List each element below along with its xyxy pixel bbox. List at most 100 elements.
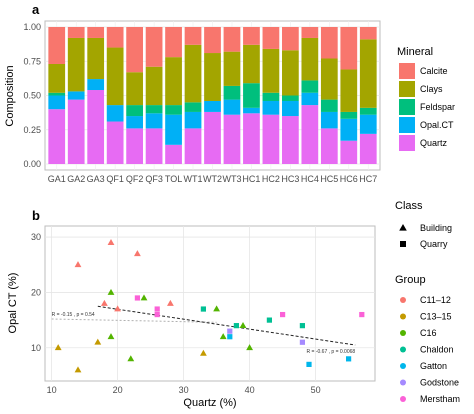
bar-segment-feldspar	[262, 92, 280, 101]
panel-b-x-tick-label: 10	[47, 385, 57, 395]
scatter-point-building	[134, 250, 141, 257]
scatter-point-building	[107, 333, 115, 340]
panel-a-x-tick-label: WT1	[184, 174, 203, 184]
panel-b-fit-lines	[51, 305, 356, 346]
panel-b-x-tick-label: 30	[179, 385, 189, 395]
group-legend-label: Merstham	[420, 394, 460, 404]
bar-segment-calcite	[282, 27, 299, 51]
mineral-legend-swatch	[399, 117, 415, 133]
bar-segment-feldspar	[282, 95, 299, 101]
scatter-point-building	[246, 344, 253, 351]
bar-segment-clays	[87, 37, 105, 80]
scatter-point-building	[101, 299, 108, 306]
scatter-point-building	[239, 322, 247, 329]
bar-segment-quartz	[282, 116, 299, 164]
bar-segment-clays	[165, 57, 182, 106]
class-legend: Class Building Quarry	[395, 200, 452, 249]
scatter-point-quarry	[266, 317, 272, 323]
bar-segment-clays	[320, 58, 338, 100]
bar-segment-opalct	[301, 92, 319, 106]
panel-b-annotations: R = -0.15 , p = 0.54 R = -0.67 , p = 0.00…	[52, 312, 356, 355]
bar-segment-opalct	[184, 111, 202, 129]
scatter-point-building	[213, 305, 220, 312]
panel-b-y-tick-label: 10	[31, 343, 41, 353]
bar-segment-quartz	[106, 121, 124, 164]
group-legend-dot	[400, 297, 406, 303]
class-legend-triangle	[399, 224, 407, 231]
bar-segment-quartz	[262, 114, 280, 164]
mineral-legend: Mineral Calcite Clays Feldspar Opal.CT Quartz	[397, 46, 455, 151]
panel-a-x-tick-label: HC4	[301, 174, 319, 184]
scatter-point-building	[200, 349, 207, 356]
bar-segment-opalct	[165, 114, 182, 145]
bar-segment-quartz	[48, 109, 66, 164]
scatter-point-quarry	[227, 328, 233, 334]
bar-segment-quartz	[165, 144, 182, 164]
scatter-point-quarry	[154, 306, 160, 312]
mineral-legend-swatch	[399, 99, 415, 115]
scatter-point-quarry	[299, 323, 305, 329]
bar-segment-clays	[282, 50, 299, 96]
bar-segment-opalct	[48, 95, 66, 110]
bar-segment-quartz	[67, 99, 85, 164]
scatter-point-building	[54, 344, 62, 351]
panel-b-y-tick-label: 30	[31, 232, 41, 242]
scatter-point-quarry	[299, 339, 305, 345]
panel-a-bars	[48, 27, 377, 164]
scatter-point-building	[107, 239, 115, 246]
bar-segment-clays	[145, 66, 163, 106]
scatter-point-quarry	[134, 295, 140, 301]
group-legend-label: C16	[420, 328, 437, 338]
panel-b-x-tick-label: 50	[311, 385, 321, 395]
bar-segment-calcite	[204, 27, 221, 54]
scatter-point-building	[219, 333, 227, 340]
fit-line	[97, 305, 356, 346]
scatter-point-quarry	[233, 323, 239, 329]
bar-segment-opalct	[320, 111, 338, 129]
mineral-legend-swatch	[399, 81, 415, 97]
bar-segment-opalct	[204, 100, 221, 112]
bar-segment-feldspar	[223, 85, 241, 100]
panel-b-gridlines	[45, 226, 375, 381]
scatter-point-quarry	[227, 334, 233, 340]
panel-a-x-tick-label: HC7	[359, 174, 377, 184]
scatter-point-building	[94, 338, 102, 345]
group-legend-label: Chaldon	[420, 345, 454, 355]
group-legend-dot	[400, 396, 406, 402]
mineral-legend-swatch	[399, 135, 415, 151]
panel-b-x-ticks: 10 20 30 40 50	[47, 385, 321, 395]
panel-b-plot-area	[44, 225, 376, 382]
bar-segment-quartz	[87, 90, 105, 164]
scatter-point-quarry	[154, 311, 160, 318]
bar-segment-feldspar	[301, 80, 319, 93]
bar-segment-opalct	[106, 105, 124, 122]
mineral-legend-swatch	[399, 63, 415, 79]
scatter-point-building	[114, 305, 121, 312]
scatter-point-building	[140, 294, 148, 301]
bar-segment-clays	[243, 44, 260, 84]
panel-a-y-tick-label: 0.00	[23, 159, 41, 169]
bar-segment-clays	[262, 48, 280, 93]
panel-a-x-tick-label: HC2	[262, 174, 280, 184]
panel-a-x-tick-label: HC5	[320, 174, 338, 184]
bar-segment-feldspar	[320, 99, 338, 112]
scatter-point-quarry	[280, 311, 286, 318]
bar-segment-quartz	[301, 105, 319, 164]
bar-segment-feldspar	[126, 105, 143, 117]
panel-b-label: b	[32, 208, 40, 223]
bar-segment-clays	[48, 63, 66, 93]
bar-segment-opalct	[67, 91, 85, 100]
scatter-point-quarry	[359, 311, 365, 318]
bar-segment-feldspar	[165, 105, 182, 115]
bar-segment-opalct	[340, 118, 358, 141]
panel-a-y-tick-label: 0.25	[23, 125, 41, 135]
panel-b-y-ticks: 10 20 30	[31, 232, 41, 353]
panel-a-label: a	[32, 2, 40, 17]
bar-segment-opalct	[359, 114, 377, 134]
bar-segment-quartz	[340, 140, 358, 164]
panel-a-x-tick-label: QF1	[106, 174, 124, 184]
mineral-legend-label: Opal.CT	[420, 120, 454, 130]
mineral-legend-label: Quartz	[420, 138, 448, 148]
panel-a-x-tick-label: WT3	[222, 174, 241, 184]
group-legend-title: Group	[395, 274, 426, 286]
